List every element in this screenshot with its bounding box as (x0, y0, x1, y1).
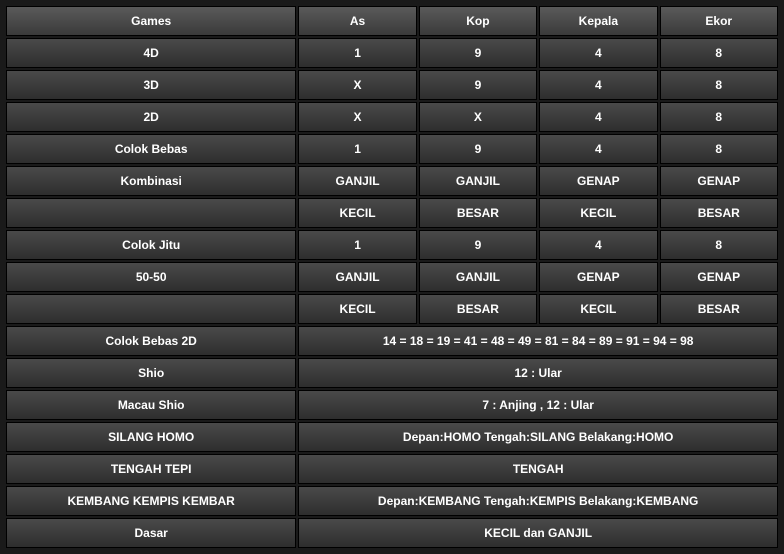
game-label: 4D (6, 38, 296, 68)
table-row: KEMBANG KEMPIS KEMBARDepan:KEMBANG Tenga… (6, 486, 778, 516)
table-row: SILANG HOMODepan:HOMO Tengah:SILANG Bela… (6, 422, 778, 452)
value-cell: GANJIL (298, 166, 416, 196)
table-row: TENGAH TEPITENGAH (6, 454, 778, 484)
table-body: 4D19483DX9482DXX48Colok Bebas1948Kombina… (6, 38, 778, 548)
table-row: KECILBESARKECILBESAR (6, 294, 778, 324)
value-cell: 4 (539, 70, 657, 100)
table-row: KombinasiGANJILGANJILGENAPGENAP (6, 166, 778, 196)
game-label: SILANG HOMO (6, 422, 296, 452)
span-value: 12 : Ular (298, 358, 778, 388)
span-value: 7 : Anjing , 12 : Ular (298, 390, 778, 420)
span-value: KECIL dan GANJIL (298, 518, 778, 548)
value-cell: GENAP (660, 166, 778, 196)
value-cell: GENAP (660, 262, 778, 292)
game-label: Kombinasi (6, 166, 296, 196)
table-row: Colok Jitu1948 (6, 230, 778, 260)
table-header: Games As Kop Kepala Ekor (6, 6, 778, 36)
value-cell: 4 (539, 38, 657, 68)
game-label: 50-50 (6, 262, 296, 292)
game-label: TENGAH TEPI (6, 454, 296, 484)
value-cell: KECIL (539, 198, 657, 228)
game-label: Macau Shio (6, 390, 296, 420)
table-row: Shio12 : Ular (6, 358, 778, 388)
value-cell: GANJIL (419, 262, 537, 292)
value-cell: 8 (660, 230, 778, 260)
span-value: 14 = 18 = 19 = 41 = 48 = 49 = 81 = 84 = … (298, 326, 778, 356)
game-label (6, 198, 296, 228)
value-cell: X (298, 102, 416, 132)
table-row: Colok Bebas1948 (6, 134, 778, 164)
value-cell: 8 (660, 70, 778, 100)
game-label (6, 294, 296, 324)
game-label: Shio (6, 358, 296, 388)
table-row: KECILBESARKECILBESAR (6, 198, 778, 228)
value-cell: X (419, 102, 537, 132)
value-cell: BESAR (660, 294, 778, 324)
value-cell: 1 (298, 134, 416, 164)
value-cell: BESAR (419, 198, 537, 228)
value-cell: 8 (660, 38, 778, 68)
header-games: Games (6, 6, 296, 36)
table-row: DasarKECIL dan GANJIL (6, 518, 778, 548)
value-cell: 9 (419, 134, 537, 164)
value-cell: 4 (539, 134, 657, 164)
value-cell: GANJIL (419, 166, 537, 196)
game-label: Colok Bebas (6, 134, 296, 164)
span-value: Depan:HOMO Tengah:SILANG Belakang:HOMO (298, 422, 778, 452)
header-ekor: Ekor (660, 6, 778, 36)
span-value: TENGAH (298, 454, 778, 484)
game-label: 3D (6, 70, 296, 100)
value-cell: GANJIL (298, 262, 416, 292)
value-cell: 8 (660, 134, 778, 164)
value-cell: 9 (419, 230, 537, 260)
header-kepala: Kepala (539, 6, 657, 36)
value-cell: KECIL (298, 294, 416, 324)
value-cell: BESAR (419, 294, 537, 324)
value-cell: 9 (419, 38, 537, 68)
table-row: 3DX948 (6, 70, 778, 100)
value-cell: KECIL (539, 294, 657, 324)
game-label: KEMBANG KEMPIS KEMBAR (6, 486, 296, 516)
value-cell: GENAP (539, 166, 657, 196)
value-cell: GENAP (539, 262, 657, 292)
table-row: Colok Bebas 2D14 = 18 = 19 = 41 = 48 = 4… (6, 326, 778, 356)
value-cell: 8 (660, 102, 778, 132)
game-label: Colok Jitu (6, 230, 296, 260)
game-label: Colok Bebas 2D (6, 326, 296, 356)
table-row: 50-50GANJILGANJILGENAPGENAP (6, 262, 778, 292)
value-cell: X (298, 70, 416, 100)
header-as: As (298, 6, 416, 36)
table-row: Macau Shio7 : Anjing , 12 : Ular (6, 390, 778, 420)
span-value: Depan:KEMBANG Tengah:KEMPIS Belakang:KEM… (298, 486, 778, 516)
value-cell: 4 (539, 230, 657, 260)
table-row: 2DXX48 (6, 102, 778, 132)
value-cell: 4 (539, 102, 657, 132)
value-cell: 9 (419, 70, 537, 100)
value-cell: 1 (298, 230, 416, 260)
value-cell: BESAR (660, 198, 778, 228)
value-cell: 1 (298, 38, 416, 68)
game-label: Dasar (6, 518, 296, 548)
game-label: 2D (6, 102, 296, 132)
value-cell: KECIL (298, 198, 416, 228)
results-table: Games As Kop Kepala Ekor 4D19483DX9482DX… (4, 4, 780, 550)
table-row: 4D1948 (6, 38, 778, 68)
header-kop: Kop (419, 6, 537, 36)
